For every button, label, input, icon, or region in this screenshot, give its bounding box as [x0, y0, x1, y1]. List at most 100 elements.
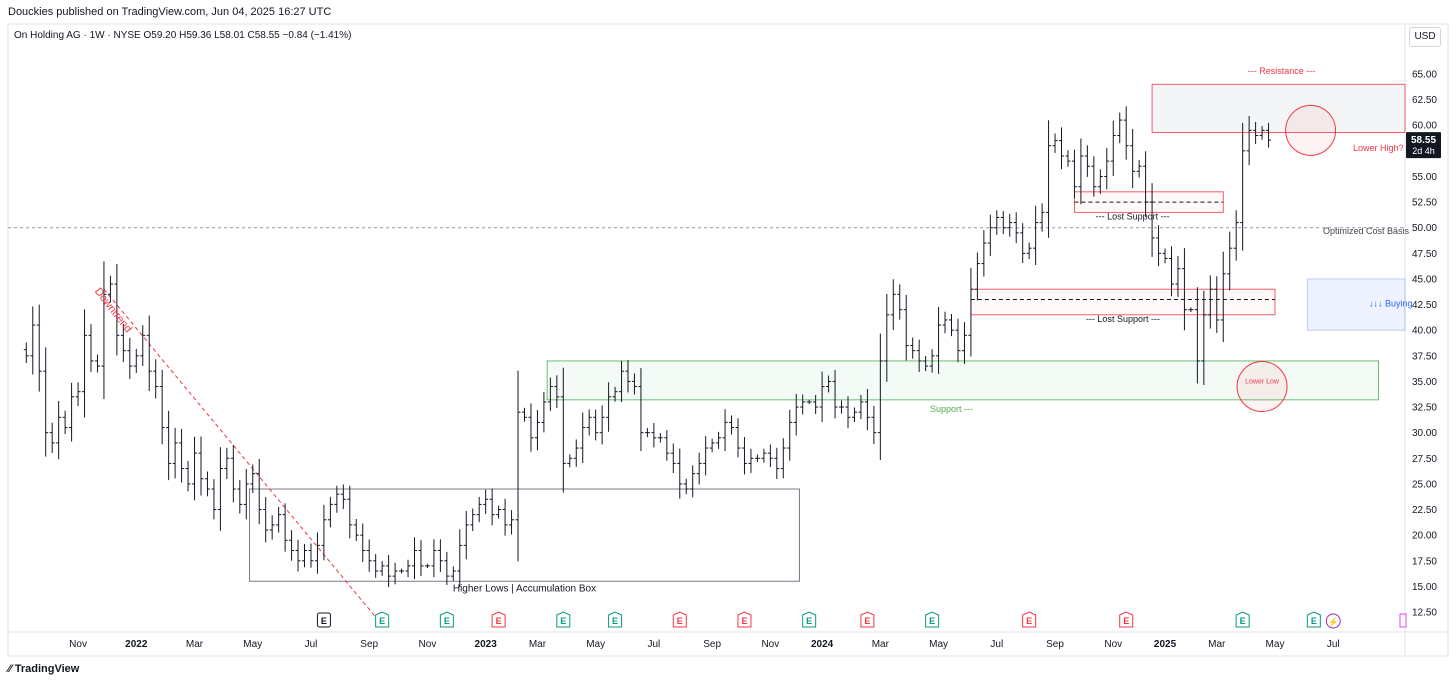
time-tick-label: Sep [360, 639, 378, 650]
ohlc-bar [204, 471, 210, 497]
ohlc-bar [1052, 133, 1058, 153]
ohlc-bar [256, 458, 262, 525]
ohlc-bar [1136, 160, 1142, 178]
earnings-badge [608, 611, 623, 628]
price-tick-label: 37.50 [1412, 351, 1437, 362]
ohlc-bar [1091, 156, 1097, 197]
ohlc-bar [871, 405, 877, 445]
earnings-marker: E [925, 611, 940, 628]
earnings-badge [737, 611, 752, 628]
symbol-legend[interactable]: On Holding AG · 1W · NYSE O59.20 H59.36 … [14, 30, 351, 41]
ohlc-bar [179, 428, 185, 483]
ohlc-bar [800, 394, 806, 415]
ohlc-bar [1065, 150, 1071, 167]
ohlc-bar [599, 405, 605, 445]
upcoming-event-icon [1399, 613, 1407, 628]
publisher-bar: Douckies published on TradingView.com, J… [0, 0, 1456, 24]
price-tick-label: 42.50 [1412, 300, 1437, 311]
price-tick-label: 62.50 [1412, 95, 1437, 106]
price-tick-label: 60.00 [1412, 121, 1437, 132]
ohlc-bar [1007, 213, 1013, 237]
price-tick-label: 50.00 [1412, 223, 1437, 234]
ohlc-bar [1033, 205, 1039, 265]
symbol-name: On Holding AG · 1W · NYSE [14, 30, 141, 41]
time-tick-label: Nov [419, 639, 437, 650]
earnings-badge [491, 611, 506, 628]
time-tick-label: Jul [1327, 639, 1340, 650]
ohlc-bar [502, 498, 508, 536]
ohlc-bar [586, 409, 592, 436]
ohlc-bar [431, 539, 437, 578]
ohlc-bar [62, 410, 68, 435]
price-tick-label: 47.50 [1412, 249, 1437, 260]
earnings-badge [672, 611, 687, 628]
tv-logo-text: TradingView [14, 663, 80, 675]
price-badge-countdown: 2d 4h [1412, 146, 1435, 156]
accumulation-box [249, 488, 800, 582]
ohlc-bar [619, 360, 625, 403]
earnings-label: E [379, 616, 385, 626]
ohlc-bar [1104, 148, 1110, 190]
ohlc-bar [276, 506, 282, 533]
price-tick-label: 25.00 [1412, 479, 1437, 490]
ohlc-bar [302, 544, 308, 568]
ohlc-bar [43, 347, 49, 457]
tv-logo-icon: ⁄⁄ [8, 663, 12, 675]
earnings-marker: E [375, 611, 390, 628]
ohlc-bar [1188, 307, 1194, 312]
ohlc-bar [334, 485, 340, 513]
ohlc-bar [981, 230, 987, 277]
ohlc-bar [936, 306, 942, 374]
ohlc-bar [1020, 223, 1026, 264]
time-tick-label: Mar [1208, 639, 1226, 650]
time-tick-label: Nov [69, 639, 87, 650]
ohlc-bar [1201, 290, 1207, 385]
earnings-marker: E [1119, 611, 1134, 628]
lost-support-label-upper: --- Lost Support --- [1096, 212, 1170, 222]
lost-support-zone-lower [970, 288, 1276, 316]
ohlc-bar [554, 375, 560, 409]
ohlc-bar [567, 454, 573, 468]
ohlc-bar [683, 478, 689, 495]
ohlc-bar [677, 448, 683, 499]
earnings-marker: E [316, 612, 331, 628]
ohlc-bar [1181, 248, 1187, 331]
ohlc-bar [1143, 151, 1149, 217]
earnings-marker: E [802, 611, 817, 628]
time-tick-label: 2022 [125, 639, 148, 650]
ohlc-bar [1071, 149, 1077, 199]
price-tick-label: 35.00 [1412, 377, 1437, 388]
ohlc-bar [1175, 255, 1181, 297]
ohlc-bar [547, 377, 553, 411]
ohlc-bar [49, 422, 55, 453]
downtrend-label: Downtrend [92, 286, 134, 335]
buying-label: ↓↓↓ Buying [1369, 299, 1413, 309]
ohlc-bar [146, 315, 152, 391]
ohlc-bar [308, 543, 314, 568]
ohlc-bar [638, 368, 644, 452]
ohlc-bar [69, 382, 75, 442]
earnings-label: E [741, 616, 747, 626]
currency-button[interactable]: USD [1409, 27, 1441, 47]
ohlc-bar [295, 539, 301, 572]
ohlc-bar [1194, 287, 1200, 384]
time-tick-label: Sep [1046, 639, 1064, 650]
ohlc-bar [353, 519, 359, 542]
event-icon [1325, 613, 1341, 629]
price-tick-label: 22.50 [1412, 505, 1437, 516]
earnings-label: E [444, 616, 450, 626]
ohlc-bar [185, 460, 191, 492]
price-tick-label: 17.50 [1412, 556, 1437, 567]
ohlc-bar [703, 436, 709, 476]
price-tick-label: 15.00 [1412, 582, 1437, 593]
ohlc-bar [250, 464, 256, 494]
ohlc-bar [36, 304, 42, 392]
ohlc-bar [489, 488, 495, 526]
ohlc-bar [1207, 275, 1213, 329]
chart-frame [7, 23, 1449, 657]
lower-high-circle [1285, 104, 1337, 156]
ohlc-bar [793, 393, 799, 436]
tradingview-logo[interactable]: ⁄⁄ TradingView [8, 663, 79, 675]
